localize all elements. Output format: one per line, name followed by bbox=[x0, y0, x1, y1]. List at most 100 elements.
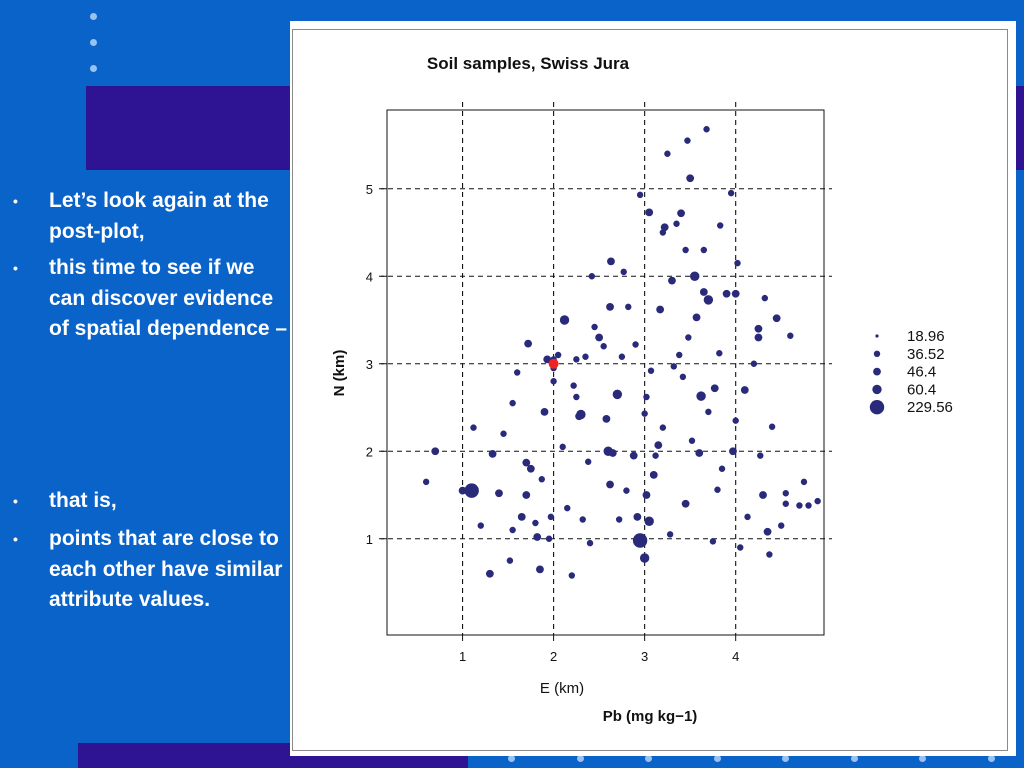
data-point bbox=[800, 478, 808, 486]
data-point bbox=[718, 465, 726, 472]
data-point bbox=[717, 222, 724, 229]
data-point bbox=[524, 339, 533, 348]
legend-label: 18.96 bbox=[907, 328, 945, 345]
bullet-marker: • bbox=[13, 531, 18, 547]
data-point bbox=[782, 490, 789, 497]
scatter-chart: Soil samples, Swiss Jura 1 2 3 4 1 2 3 4 5 E (k… bbox=[331, 54, 953, 725]
data-point bbox=[612, 389, 623, 400]
decorative-dot bbox=[987, 755, 995, 762]
data-point bbox=[422, 478, 430, 486]
decorative-dot bbox=[576, 755, 584, 762]
y-axis-label: N (km) bbox=[331, 350, 348, 397]
data-point bbox=[740, 386, 749, 394]
data-point bbox=[615, 516, 623, 523]
data-point bbox=[579, 516, 586, 523]
data-point bbox=[664, 150, 671, 157]
x-tick-label: 3 bbox=[641, 649, 648, 664]
data-point bbox=[488, 449, 497, 458]
data-point bbox=[642, 491, 651, 499]
chart-title: Soil samples, Swiss Jura bbox=[427, 54, 630, 73]
bullet-item: • that is, bbox=[13, 486, 289, 517]
y-tick-label: 4 bbox=[366, 269, 373, 284]
decorative-dot bbox=[90, 13, 97, 20]
data-point bbox=[692, 313, 701, 322]
decorative-dot bbox=[713, 755, 721, 762]
data-point bbox=[754, 333, 763, 342]
bullet-item: • Let’s look again at the post-plot, bbox=[13, 186, 289, 247]
data-point bbox=[696, 391, 706, 401]
data-point bbox=[666, 531, 674, 538]
legend-marker bbox=[873, 367, 881, 376]
y-tick-label: 1 bbox=[366, 532, 373, 547]
data-point bbox=[639, 553, 650, 563]
data-point bbox=[727, 189, 735, 197]
data-point bbox=[540, 407, 549, 416]
data-point bbox=[550, 378, 557, 385]
data-point bbox=[559, 315, 570, 325]
data-point bbox=[506, 557, 514, 564]
data-point bbox=[731, 289, 740, 298]
data-point bbox=[714, 486, 721, 493]
data-point bbox=[532, 519, 539, 527]
data-point bbox=[509, 399, 516, 407]
data-point bbox=[533, 533, 542, 541]
data-point bbox=[754, 324, 763, 333]
data-point bbox=[681, 499, 690, 508]
bullet-text: Let’s look again at the post-plot, bbox=[49, 189, 269, 243]
y-axis-ticks: 1 2 3 4 5 bbox=[366, 182, 387, 547]
decorative-dot bbox=[90, 39, 97, 46]
data-point bbox=[695, 449, 704, 457]
data-point bbox=[643, 393, 650, 401]
data-point bbox=[582, 353, 589, 360]
data-point bbox=[699, 288, 708, 296]
plot-frame: Soil samples, Swiss Jura 1 2 3 4 1 2 3 4 5 E (k… bbox=[290, 21, 1016, 756]
data-point bbox=[470, 424, 477, 431]
legend-marker bbox=[873, 350, 881, 357]
data-point bbox=[750, 360, 758, 367]
data-point bbox=[559, 443, 566, 451]
x-tick-label: 4 bbox=[732, 649, 739, 664]
legend-marker bbox=[872, 384, 882, 395]
decorative-dot bbox=[90, 65, 97, 72]
x-axis-ticks: 1 2 3 4 bbox=[459, 635, 739, 664]
x-tick-label: 1 bbox=[459, 649, 466, 664]
plot-area bbox=[386, 109, 825, 636]
bullet-marker: • bbox=[13, 493, 18, 509]
x-tick-label: 2 bbox=[550, 649, 557, 664]
data-point bbox=[729, 447, 737, 456]
data-point bbox=[458, 486, 467, 495]
data-point bbox=[654, 441, 663, 450]
bullet-text: that is, bbox=[49, 489, 117, 512]
y-tick-label: 2 bbox=[366, 444, 373, 459]
data-point bbox=[778, 522, 785, 529]
data-point bbox=[547, 513, 555, 521]
decorative-dot bbox=[782, 755, 789, 762]
data-point bbox=[591, 323, 598, 331]
data-point bbox=[513, 369, 521, 376]
data-point bbox=[716, 350, 723, 357]
data-point bbox=[652, 452, 659, 459]
data-point bbox=[659, 424, 667, 431]
data-point bbox=[500, 430, 507, 437]
data-point bbox=[606, 302, 614, 311]
data-point bbox=[602, 414, 611, 423]
data-point bbox=[588, 273, 596, 280]
highlight-point bbox=[548, 358, 559, 369]
legend-marker bbox=[869, 400, 885, 415]
data-point bbox=[766, 551, 773, 558]
data-point bbox=[564, 504, 571, 512]
decorative-dot bbox=[645, 755, 652, 762]
legend-label: 60.4 bbox=[907, 381, 936, 398]
data-point bbox=[595, 333, 604, 342]
data-point bbox=[670, 363, 677, 370]
data-point bbox=[677, 209, 685, 218]
data-point bbox=[787, 332, 794, 339]
data-point bbox=[688, 437, 696, 444]
bullet-text: points that are close to each other have… bbox=[49, 527, 283, 612]
decorative-dot bbox=[508, 755, 515, 762]
data-point bbox=[641, 410, 648, 417]
data-point bbox=[538, 476, 545, 483]
data-point bbox=[509, 526, 516, 534]
data-point bbox=[700, 246, 708, 254]
data-point bbox=[690, 271, 700, 281]
